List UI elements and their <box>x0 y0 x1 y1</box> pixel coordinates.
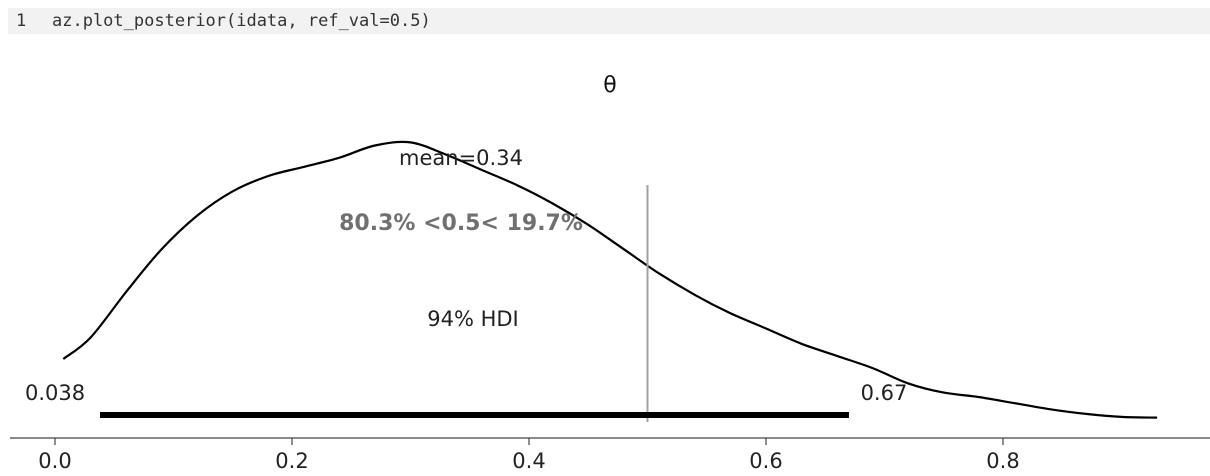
ref-value-label: 80.3% <0.5< 19.7% <box>339 211 583 236</box>
x-ticks: 0.0 0.2 0.4 0.6 0.8 <box>38 438 1020 473</box>
x-tick-label: 0.8 <box>986 449 1019 473</box>
density-curve <box>62 140 1158 419</box>
line-number: 1 <box>16 11 27 31</box>
x-tick-label: 0.4 <box>512 449 545 473</box>
hdi-label: 94% HDI <box>427 307 519 331</box>
hdi-low-label: 0.038 <box>25 381 85 405</box>
x-tick-label: 0.2 <box>275 449 308 473</box>
code-text[interactable]: az.plot_posterior(idata, ref_val=0.5) <box>52 11 431 31</box>
x-tick-label: 0.6 <box>749 449 782 473</box>
hdi-high-label: 0.67 <box>861 381 908 405</box>
mean-label: mean=0.34 <box>399 146 523 170</box>
code-cell[interactable]: 1 az.plot_posterior(idata, ref_val=0.5) <box>8 8 1210 34</box>
x-tick-label: 0.0 <box>38 449 71 473</box>
plot-title: θ <box>603 73 616 98</box>
